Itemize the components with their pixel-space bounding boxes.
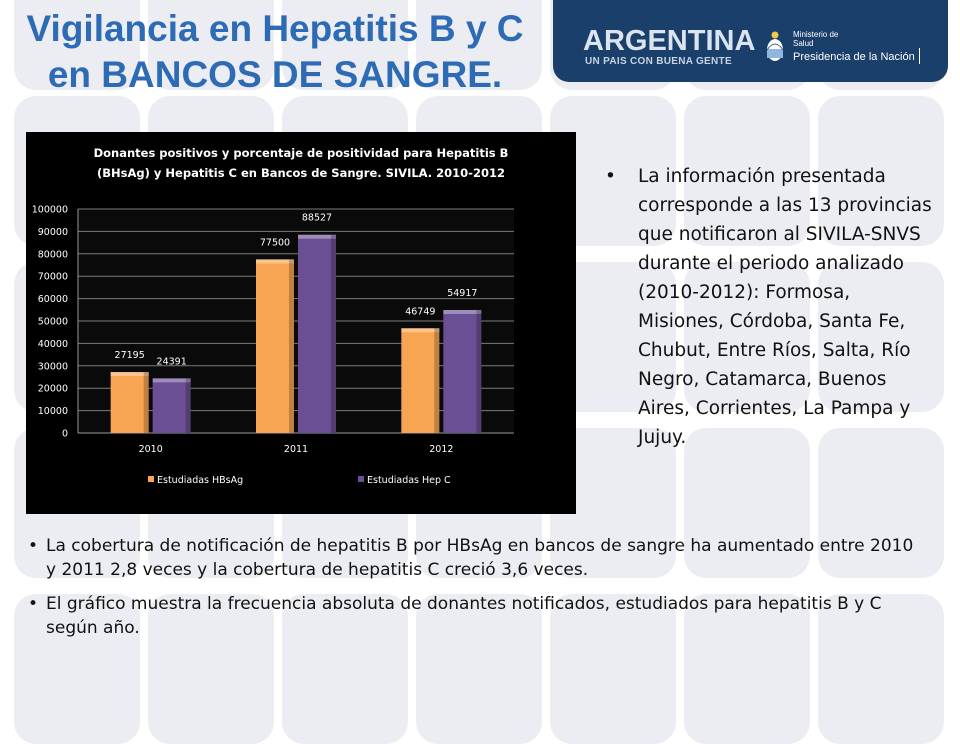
chart-panel: Donantes positivos y porcentaje de posit… bbox=[26, 132, 576, 514]
bottom-bullet-item: • La cobertura de notificación de hepati… bbox=[28, 534, 918, 582]
slide-title-line1: Vigilancia en Hepatitis B y C bbox=[26, 8, 524, 49]
bar bbox=[401, 328, 440, 433]
x-tick-label: 2010 bbox=[139, 444, 163, 455]
bar-side-shade bbox=[476, 309, 482, 433]
argentina-logo: ARGENTINA bbox=[583, 25, 756, 57]
background-tile bbox=[14, 0, 140, 90]
bar-side-shade bbox=[331, 234, 336, 433]
bar bbox=[443, 309, 482, 433]
ministry-line3: Presidencia de la Nación bbox=[793, 51, 915, 63]
right-bullet-list: • La información presentada corresponde … bbox=[605, 162, 935, 452]
data-label: 46749 bbox=[405, 306, 435, 317]
bottom-bullet-text: La cobertura de notificación de hepatiti… bbox=[46, 536, 914, 580]
bar-top-highlight bbox=[152, 378, 191, 383]
background-tile bbox=[282, 0, 408, 90]
y-tick-label: 50000 bbox=[38, 317, 68, 328]
background-tile bbox=[684, 428, 810, 578]
chart-subtitle: (BHsAg) y Hepatitis C en Bancos de Sangr… bbox=[97, 166, 505, 180]
bullet-symbol: • bbox=[605, 166, 616, 187]
bottom-bullet-text: El gráfico muestra la frecuencia absolut… bbox=[46, 594, 882, 638]
background-tile bbox=[282, 594, 408, 744]
right-bullet-text: La información presentada corresponde a … bbox=[638, 166, 932, 448]
background-tile bbox=[148, 0, 274, 90]
y-tick-label: 0 bbox=[62, 429, 68, 440]
legend-label: Estudiadas HBsAg bbox=[157, 475, 243, 486]
y-tick-label: 80000 bbox=[38, 249, 68, 260]
bottom-bullet-item: • El gráfico muestra la frecuencia absol… bbox=[28, 592, 918, 640]
background-tile bbox=[818, 428, 944, 578]
coat-of-arms-icon bbox=[766, 31, 784, 61]
y-tick-label: 90000 bbox=[38, 227, 68, 238]
y-tick-label: 30000 bbox=[38, 361, 68, 372]
bar bbox=[256, 259, 294, 433]
bar-side-shade bbox=[434, 328, 440, 433]
bottom-bullet-list: • La cobertura de notificación de hepati… bbox=[28, 534, 918, 650]
argentina-tagline: UN PAIS CON BUENA GENTE bbox=[585, 56, 732, 67]
y-tick-label: 40000 bbox=[38, 339, 68, 350]
bullet-symbol: • bbox=[28, 536, 39, 556]
data-label: 88527 bbox=[302, 213, 332, 224]
data-label: 54917 bbox=[447, 288, 477, 299]
x-tick-label: 2012 bbox=[429, 444, 453, 455]
background-tile bbox=[14, 594, 140, 744]
background-tile bbox=[550, 594, 676, 744]
background-tile bbox=[684, 594, 810, 744]
y-tick-label: 100000 bbox=[32, 205, 68, 216]
y-tick-label: 70000 bbox=[38, 272, 68, 283]
background-tile bbox=[684, 262, 810, 412]
bar bbox=[110, 372, 149, 433]
background-tile bbox=[684, 96, 810, 246]
bar-top-highlight bbox=[256, 259, 294, 264]
ministry-divider bbox=[919, 48, 920, 64]
government-banner: ARGENTINA UN PAIS CON BUENA GENTE Minist… bbox=[553, 0, 948, 82]
legend-label: Estudiadas Hep C bbox=[367, 475, 451, 486]
y-tick-label: 10000 bbox=[38, 406, 68, 417]
legend-swatch bbox=[148, 476, 154, 482]
background-tile bbox=[416, 0, 542, 90]
bar-side-shade bbox=[185, 378, 191, 433]
x-tick-label: 2011 bbox=[284, 444, 308, 455]
slide-title: Vigilancia en Hepatitis B y C en BANCOS … bbox=[0, 6, 550, 98]
bar-top-highlight bbox=[298, 234, 336, 239]
bar-side-shade bbox=[289, 259, 294, 433]
background-tile bbox=[818, 594, 944, 744]
right-bullet-item: • La información presentada corresponde … bbox=[605, 162, 935, 452]
bar-top-highlight bbox=[401, 328, 440, 333]
bullet-symbol: • bbox=[28, 594, 39, 614]
ministry-line2: Salud bbox=[793, 39, 814, 48]
y-tick-label: 20000 bbox=[38, 384, 68, 395]
background-tile bbox=[818, 262, 944, 412]
legend-swatch bbox=[358, 476, 364, 482]
chart-title: Donantes positivos y porcentaje de posit… bbox=[94, 146, 509, 160]
data-label: 27195 bbox=[115, 350, 145, 361]
background-tile bbox=[416, 594, 542, 744]
bar-side-shade bbox=[143, 372, 149, 433]
background-tile bbox=[148, 594, 274, 744]
background-tile bbox=[818, 96, 944, 246]
bar bbox=[152, 378, 191, 433]
data-label: 24391 bbox=[157, 356, 187, 367]
ministry-line1: Ministerio de bbox=[793, 30, 839, 39]
data-label: 77500 bbox=[260, 237, 290, 248]
slide-title-line2: en BANCOS DE SANGRE. bbox=[47, 54, 503, 95]
bar-chart: Donantes positivos y porcentaje de posit… bbox=[32, 146, 514, 486]
bar-top-highlight bbox=[110, 372, 149, 377]
bar-top-highlight bbox=[443, 309, 482, 314]
y-tick-label: 60000 bbox=[38, 294, 68, 305]
bar bbox=[298, 234, 336, 433]
